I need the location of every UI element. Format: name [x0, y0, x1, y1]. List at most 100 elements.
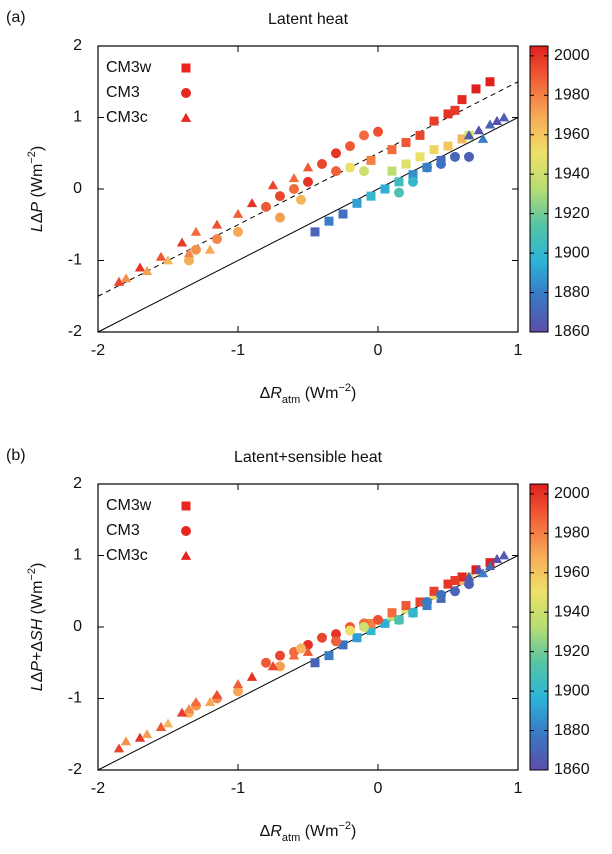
square-marker [415, 152, 425, 162]
square-marker [457, 134, 467, 144]
label-part: P [29, 661, 46, 672]
x-tick-label: -1 [231, 342, 245, 359]
label-part: atm [282, 394, 300, 406]
square-marker [443, 579, 453, 589]
circle-marker [359, 166, 369, 177]
square-marker [310, 658, 320, 668]
colorbar-label: 1880 [554, 722, 590, 739]
triangle-marker [190, 226, 202, 236]
square-marker [429, 116, 439, 126]
triangle-marker [288, 650, 300, 660]
colorbar-label: 1920 [554, 205, 590, 222]
colorbar-label: 1940 [554, 165, 590, 182]
colorbar-label: 2000 [554, 47, 590, 64]
square-marker [443, 109, 453, 119]
square-marker [415, 130, 425, 140]
label-part: R [270, 823, 282, 840]
circle-marker [317, 632, 327, 643]
chart-title: Latent heat [268, 11, 349, 28]
circle-marker [408, 176, 418, 187]
colorbar-label: 1960 [554, 126, 590, 143]
square-marker [366, 191, 376, 201]
legend-label: CM3w [106, 59, 152, 76]
triangle-marker [113, 276, 125, 286]
square-marker [443, 141, 453, 151]
y-tick-label: -2 [68, 761, 82, 778]
circle-marker [275, 650, 285, 661]
reference-line [97, 81, 519, 297]
y-tick-label: -1 [68, 252, 82, 269]
circle-marker [191, 244, 201, 255]
y-tick-label: 0 [73, 180, 82, 197]
colorbar-label: 1860 [554, 323, 590, 340]
label-part: ) [29, 563, 46, 568]
triangle-marker [162, 255, 174, 265]
triangle-marker [498, 112, 510, 122]
triangle-marker [155, 251, 167, 261]
y-tick-label: 0 [73, 618, 82, 635]
circle-marker [345, 162, 355, 173]
y-tick-label: -1 [68, 690, 82, 707]
square-marker [450, 105, 460, 115]
label-part: +Δ [29, 641, 46, 661]
square-marker [352, 198, 362, 208]
panel-label: (b) [6, 447, 26, 464]
x-tick-label: 0 [374, 780, 383, 797]
circle-marker [436, 589, 446, 600]
y-tick-label: -2 [68, 323, 82, 340]
square-marker [338, 640, 348, 650]
circle-marker [422, 596, 432, 607]
x-axis-label: ΔRatm (Wm−2) [260, 820, 357, 844]
reference-line [97, 117, 519, 333]
label-part: −2 [338, 820, 351, 832]
triangle-marker [190, 696, 202, 706]
triangle-marker [463, 130, 475, 140]
square-marker [387, 608, 397, 618]
circle-marker [212, 234, 222, 245]
circle-marker [233, 226, 243, 237]
y-tick-label: 1 [73, 109, 82, 126]
triangle-marker [484, 119, 496, 129]
triangle-marker [302, 162, 314, 172]
circle-marker [303, 176, 313, 187]
circle-marker [275, 191, 285, 202]
square-marker [310, 227, 320, 237]
circle-marker [422, 162, 432, 173]
triangle-marker [204, 244, 216, 254]
circle-marker [345, 141, 355, 152]
square-marker [366, 626, 376, 636]
circle-marker [289, 184, 299, 194]
circle-marker [436, 158, 446, 169]
square-marker [429, 586, 439, 596]
label-part: P [29, 202, 46, 213]
circle-marker [275, 661, 285, 672]
label-part: Δ [260, 823, 271, 840]
x-axis-label: ΔRatm (Wm−2) [260, 382, 357, 406]
colorbar [529, 45, 549, 333]
label-part: L [29, 682, 46, 691]
x-tick-label: -2 [91, 780, 105, 797]
legend-marker [181, 526, 191, 536]
circle-marker [233, 686, 243, 697]
label-part: R [270, 385, 282, 402]
label-part: atm [282, 832, 300, 844]
square-marker [415, 597, 425, 607]
x-tick-label: 0 [374, 342, 383, 359]
label-part: Δ [260, 385, 271, 402]
triangle-marker [204, 696, 216, 706]
legend-marker [181, 501, 191, 511]
points [113, 77, 510, 286]
triangle-marker [120, 273, 132, 283]
circle-marker [331, 629, 341, 640]
label-part: (Wm [300, 823, 338, 840]
square-marker [366, 618, 376, 628]
colorbar-label: 1960 [554, 564, 590, 581]
triangle-marker [211, 689, 223, 699]
square-marker [401, 601, 411, 611]
triangle-marker [288, 173, 300, 183]
colorbar-label: 1880 [554, 284, 590, 301]
square-marker [380, 184, 390, 194]
x-tick-label: 1 [514, 780, 523, 797]
square-marker [408, 170, 418, 180]
y-axis-label: LΔP (Wm−2) [26, 146, 46, 232]
